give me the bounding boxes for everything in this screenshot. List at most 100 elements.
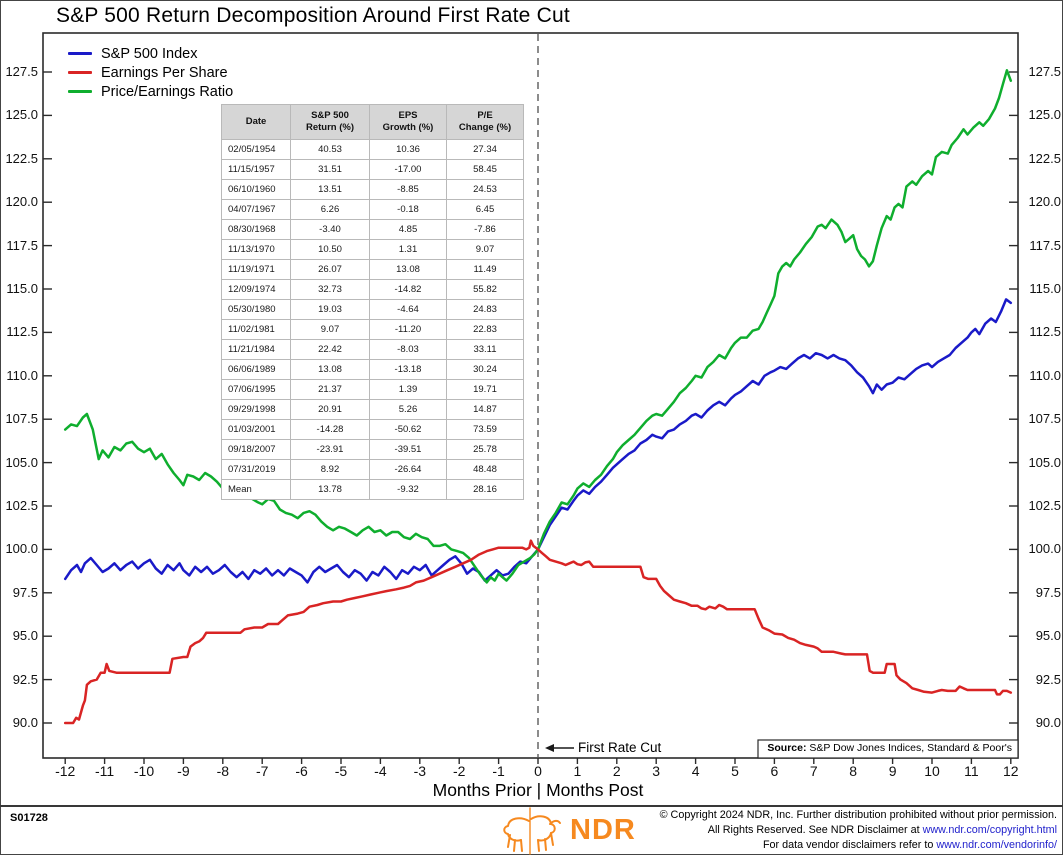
source-box [757, 739, 1019, 759]
x-axis-label: 11 [964, 763, 979, 779]
y-axis-label-left: 117.5 [6, 237, 38, 253]
table-cell-date: 11/19/1971 [221, 259, 291, 280]
y-axis-label-left: 100.0 [5, 541, 38, 557]
x-axis-label: -12 [55, 763, 76, 779]
table-cell-value: -14.28 [290, 419, 370, 440]
copyright-line: All Rights Reserved. See NDR Disclaimer … [660, 823, 1057, 838]
table-row: 06/06/1989 13.08 -13.18 30.24 [221, 359, 524, 380]
x-axis-title: Months Prior | Months Post [432, 780, 644, 800]
series-s-p-500-index-line [63, 298, 1013, 584]
table-cell-value: 10.36 [369, 139, 447, 160]
footer-link[interactable]: www.ndr.com/copyright.html [922, 824, 1057, 837]
table-cell-value: -11.20 [369, 319, 447, 340]
first-rate-cut-annotation: First Rate Cut [578, 740, 662, 755]
table-row: 11/13/1970 10.50 1.31 9.07 [221, 239, 524, 260]
ndr-logo-text: NDR [570, 814, 636, 846]
table-cell-value: 73.59 [446, 419, 524, 440]
table-cell-value: 20.91 [290, 399, 370, 420]
plot-frame [42, 32, 1019, 759]
y-axis-label-left: 122.5 [5, 150, 38, 166]
table-cell-value: 24.83 [446, 299, 524, 320]
table-header-cell: S&P 500 Return (%) [290, 104, 370, 140]
table-cell-value: -13.18 [369, 359, 447, 380]
copyright-block: © Copyright 2024 NDR, Inc. Further distr… [660, 808, 1057, 854]
table-cell-value: 19.03 [290, 299, 370, 320]
copyright-text: All Rights Reserved. See NDR Disclaimer … [707, 824, 923, 837]
table-cell-value: 21.37 [290, 379, 370, 400]
table-row: 11/02/1981 9.07 -11.20 22.83 [221, 319, 524, 340]
table-cell-value: 40.53 [290, 139, 370, 160]
y-axis-label-left: 110.0 [6, 367, 38, 383]
table-cell-value: 28.16 [446, 479, 524, 500]
y-axis-label-right: 97.5 [1035, 584, 1061, 600]
y-axis-label-left: 112.5 [6, 324, 38, 340]
table-cell-date: 09/29/1998 [221, 399, 291, 420]
table-cell-value: 25.78 [446, 439, 524, 460]
y-axis-label-right: 92.5 [1035, 671, 1061, 687]
table-cell-value: 8.92 [290, 459, 370, 480]
x-axis-label: 7 [809, 763, 818, 779]
y-axis-label-right: 115.0 [1029, 281, 1061, 296]
table-row: 07/31/2019 8.92 -26.64 48.48 [221, 459, 524, 480]
table-cell-value: 19.71 [446, 379, 524, 400]
y-axis-label-left: 127.5 [5, 64, 38, 79]
table-cell-value: 13.51 [290, 179, 370, 200]
table-cell-date: 06/06/1989 [221, 359, 291, 380]
y-axis-label-left: 92.5 [12, 671, 38, 687]
chart-legend: S&P 500 Index Earnings Per Share Price/Ear… [68, 44, 233, 101]
table-cell-value: 9.07 [446, 239, 524, 260]
x-axis-label: -11 [94, 763, 115, 779]
table-cell-value: 30.24 [446, 359, 524, 380]
table-cell-value: -26.64 [369, 459, 447, 480]
table-row: 01/03/2001 -14.28 -50.62 73.59 [221, 419, 524, 440]
x-axis-label: 1 [573, 763, 582, 779]
table-cell-value: 13.08 [369, 259, 447, 280]
y-axis-label-left: 107.5 [5, 411, 38, 427]
table-cell-value: -7.86 [446, 219, 524, 240]
table-cell-value: 24.53 [446, 179, 524, 200]
chart-canvas [42, 32, 1019, 764]
table-row: 11/15/1957 31.51 -17.00 58.45 [221, 159, 524, 180]
y-axis-label-right: 95.0 [1035, 628, 1061, 644]
copyright-text: For data vendor disclaimers refer to [762, 839, 937, 852]
x-axis-label: 2 [612, 763, 621, 779]
table-row: 06/10/1960 13.51 -8.85 24.53 [221, 179, 524, 200]
left-arrow-head-icon [545, 744, 554, 752]
footer-link[interactable]: www.ndr.com/vendorinfo/ [936, 839, 1057, 852]
source-prefix: Source: [767, 742, 807, 754]
table-cell-value: 27.34 [446, 139, 524, 160]
y-axis-label-right: 127.5 [1028, 64, 1061, 79]
y-axis-label-right: 102.5 [1028, 498, 1061, 513]
table-row: 11/19/1971 26.07 13.08 11.49 [221, 259, 524, 280]
table-cell-value: -9.32 [369, 479, 447, 500]
table-header-row: Date S&P 500 Return (%) EPS Growth (%) P/E Cha… [221, 104, 524, 140]
table-cell-value: 22.83 [446, 319, 524, 340]
x-axis-label: 8 [849, 763, 858, 779]
table-cell-date: 12/09/1974 [221, 279, 291, 300]
table-cell-value: -39.51 [369, 439, 447, 460]
table-cell-value: 22.42 [290, 339, 370, 360]
table-cell-value: 10.50 [290, 239, 370, 260]
table-cell-value: 58.45 [446, 159, 524, 180]
x-axis-label: -7 [255, 763, 269, 779]
table-cell-value: 26.07 [290, 259, 370, 280]
table-cell-date: 07/06/1995 [221, 379, 291, 400]
y-axis-label-right: 105.0 [1028, 454, 1061, 470]
table-cell-value: 1.31 [369, 239, 447, 260]
table-cell-value: 5.26 [369, 399, 447, 420]
table-cell-value: -8.85 [369, 179, 447, 200]
table-cell-value: -50.62 [369, 419, 447, 440]
table-cell-value: 14.87 [446, 399, 524, 420]
x-axis-label: -4 [374, 763, 387, 779]
x-axis-label: -3 [413, 763, 427, 779]
table-cell-value: -8.03 [369, 339, 447, 360]
table-cell-value: 55.82 [446, 279, 524, 300]
table-row: 02/05/1954 40.53 10.36 27.34 [221, 139, 524, 160]
table-cell-value: 31.51 [290, 159, 370, 180]
x-axis-label: 9 [888, 763, 897, 779]
y-axis-label-left: 115.0 [6, 281, 38, 296]
table-cell-date: 11/21/1984 [221, 339, 291, 360]
table-cell-value: 6.26 [290, 199, 370, 220]
table-cell-date: 04/07/1967 [221, 199, 291, 220]
y-axis-label-left: 105.0 [5, 454, 38, 470]
